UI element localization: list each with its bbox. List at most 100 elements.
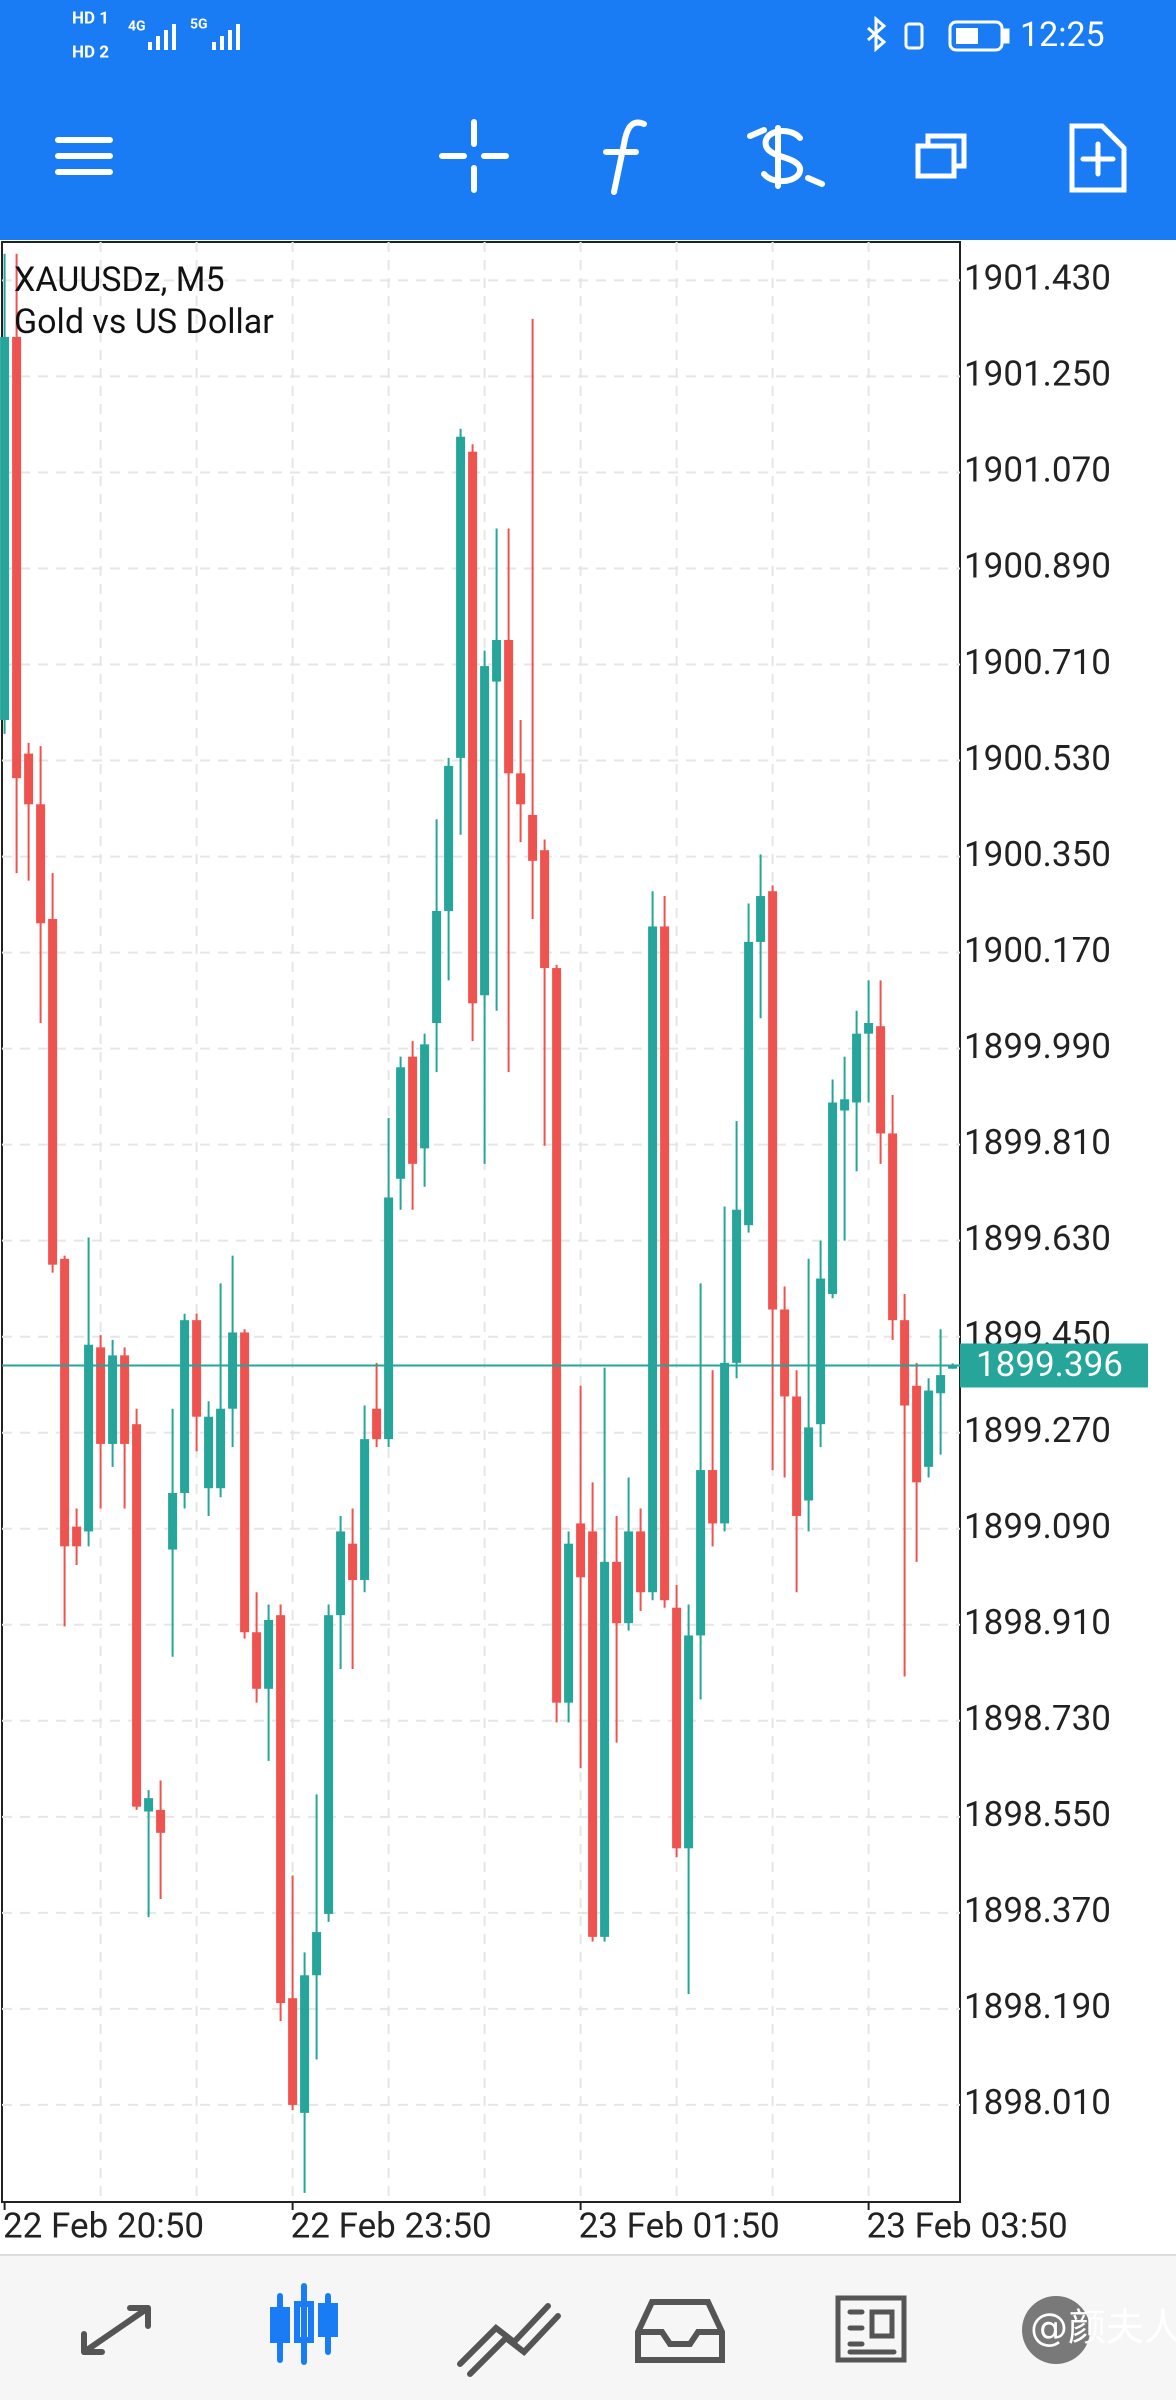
- candle-body: [648, 926, 658, 1593]
- candle-body: [900, 1320, 910, 1406]
- candle-body: [48, 918, 58, 1265]
- y-tick-label: 1898.190: [964, 1986, 1111, 2027]
- candle-body: [432, 910, 442, 1024]
- candle-body: [660, 926, 670, 1601]
- candle-body: [252, 1632, 262, 1689]
- y-tick-label: 1899.630: [964, 1218, 1111, 1259]
- candle-body: [348, 1543, 358, 1580]
- status-icons: [867, 15, 1010, 53]
- candle-body: [396, 1067, 406, 1179]
- candle-body: [96, 1347, 106, 1444]
- candle-body: [24, 753, 34, 805]
- candle-body: [444, 765, 454, 911]
- candle-body: [768, 891, 778, 1310]
- crosshair-button[interactable]: [439, 119, 509, 193]
- candle-body: [204, 1416, 214, 1489]
- candle-body: [852, 1033, 862, 1103]
- candle-body: [468, 451, 478, 1004]
- candle-body: [132, 1424, 142, 1807]
- candle-body: [516, 773, 526, 805]
- watermark-logo: [1022, 2296, 1090, 2364]
- candle-body: [276, 1615, 286, 2004]
- candle-body: [156, 1809, 166, 1833]
- menu-button[interactable]: [55, 137, 113, 175]
- network-1: 4G: [128, 19, 146, 35]
- network-2: 5G: [190, 17, 208, 33]
- windows-button[interactable]: [915, 133, 967, 179]
- app-bar: [0, 0, 1176, 240]
- candle-body: [612, 1561, 622, 1624]
- y-tick-label: 1898.910: [964, 1602, 1111, 1643]
- candle-body: [300, 1975, 310, 2113]
- trade-tab[interactable]: [457, 2303, 561, 2377]
- candle-body: [552, 968, 562, 1703]
- x-tick-label: 22 Feb 23:50: [291, 2205, 492, 2246]
- y-tick-label: 1901.430: [964, 258, 1111, 299]
- candle-body: [228, 1332, 238, 1409]
- candle-body: [600, 1561, 610, 1937]
- candle-body: [636, 1531, 646, 1593]
- indicators-button[interactable]: [603, 119, 647, 195]
- candle-body: [744, 941, 754, 1226]
- chart-title: XAUUSDz, M5: [14, 260, 225, 300]
- candle-body: [180, 1320, 190, 1494]
- candle-body: [36, 804, 46, 924]
- candle-body: [708, 1470, 718, 1524]
- bottom-nav: [0, 2255, 1176, 2400]
- candle-body: [756, 896, 766, 942]
- watermark: @颜夫人: [1030, 2306, 1176, 2350]
- y-tick-label: 1900.350: [964, 834, 1111, 875]
- candle-body: [372, 1408, 382, 1440]
- candle-body: [804, 1427, 814, 1501]
- candle-body: [564, 1543, 574, 1703]
- new-order-button[interactable]: [1069, 123, 1127, 193]
- candle-body: [264, 1619, 274, 1689]
- candle-body: [60, 1258, 70, 1547]
- signal-icons: [148, 24, 240, 50]
- candle-body: [324, 1615, 334, 1914]
- y-tick-label: 1899.090: [964, 1506, 1111, 1547]
- candle-body: [696, 1470, 706, 1636]
- sim-2: HD 2: [72, 42, 109, 62]
- candle-body: [108, 1355, 118, 1444]
- candle-body: [240, 1332, 250, 1633]
- candle-body: [624, 1531, 634, 1624]
- candle-body: [84, 1344, 94, 1532]
- clock: 12:25: [1020, 15, 1105, 55]
- history-tab[interactable]: [635, 2299, 725, 2363]
- y-tick-label: 1898.550: [964, 1794, 1111, 1835]
- candle-body: [888, 1133, 898, 1321]
- candle-body: [0, 336, 10, 720]
- news-tab[interactable]: [835, 2295, 907, 2363]
- candle-body: [540, 850, 550, 969]
- y-tick-label: 1901.070: [964, 450, 1111, 491]
- candle-body: [876, 1026, 886, 1134]
- candle-body: [288, 1998, 298, 2105]
- sim-1: HD 1: [72, 8, 109, 28]
- quotes-tab[interactable]: [81, 2305, 151, 2355]
- candle-body: [672, 1607, 682, 1849]
- y-tick-label: 1901.250: [964, 354, 1111, 395]
- candle-body: [360, 1439, 370, 1580]
- y-tick-label: 1900.710: [964, 642, 1111, 683]
- candle-body: [120, 1355, 130, 1444]
- trade-button[interactable]: [747, 125, 825, 189]
- x-tick-label: 23 Feb 03:50: [867, 2205, 1068, 2246]
- y-tick-label: 1899.270: [964, 1410, 1111, 1451]
- current-price-label: 1899.396: [976, 1344, 1123, 1385]
- candle-body: [828, 1102, 838, 1295]
- candle-body: [168, 1493, 178, 1550]
- candle-body: [780, 1309, 790, 1397]
- candle-body: [948, 1365, 958, 1369]
- y-tick-label: 1898.370: [964, 1890, 1111, 1931]
- y-tick-label: 1899.810: [964, 1122, 1111, 1163]
- candle-body: [216, 1408, 226, 1489]
- chart-tab[interactable]: [270, 2283, 338, 2365]
- candle-body: [792, 1396, 802, 1516]
- y-tick-label: 1898.730: [964, 1698, 1111, 1739]
- y-tick-label: 1898.010: [964, 2082, 1111, 2123]
- candle-body: [72, 1526, 82, 1547]
- x-tick-label: 22 Feb 20:50: [3, 2205, 204, 2246]
- candle-body: [312, 1932, 322, 1976]
